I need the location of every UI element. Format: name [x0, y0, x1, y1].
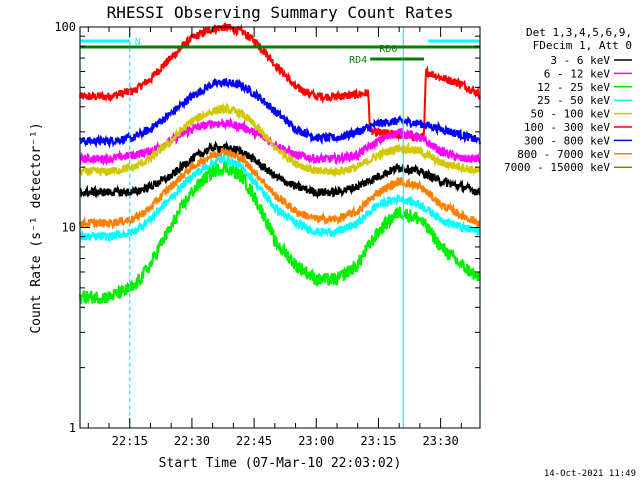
state-bar-label: RD0 [379, 44, 397, 55]
legend-entry-label: 12 - 25 keV [537, 81, 610, 94]
series-line [79, 22, 481, 142]
legend-entry-label: 25 - 50 keV [537, 94, 610, 107]
state-bars-layer: N RD0 RD4 [80, 37, 480, 66]
legend-header: Det 1,3,4,5,6,9, [526, 26, 632, 39]
legend-entry-label: 800 - 7000 keV [517, 148, 610, 161]
series-line [79, 146, 481, 230]
legend-entry-label: 100 - 300 keV [524, 121, 610, 134]
series-line [79, 161, 481, 305]
y-tick-label: 10 [62, 221, 76, 235]
state-bar-label: N [135, 37, 141, 48]
state-bar-label: RD4 [349, 55, 367, 66]
series-layer [79, 22, 481, 305]
series-line [79, 101, 481, 178]
x-tick-label: 22:30 [174, 434, 210, 448]
axes-layer: 1 10 100 22:15 22:30 22:45 23:00 23:15 23:30 [54, 20, 480, 448]
legend-entry-label: 50 - 100 keV [531, 108, 611, 121]
x-axis-label: Start Time (07-Mar-10 22:03:02) [159, 456, 402, 471]
y-axis-label: Count Rate (s⁻¹ detector⁻¹) [29, 122, 44, 333]
series-line [79, 77, 481, 149]
y-tick-label: 1 [69, 421, 76, 435]
series-line [79, 140, 481, 200]
x-tick-label: 23:15 [360, 434, 396, 448]
legend-entry-label: 6 - 12 keV [544, 67, 611, 80]
legend-entry-label: 300 - 800 keV [524, 134, 610, 147]
x-tick-label: 23:00 [298, 434, 334, 448]
legend-header: FDecim 1, Att 0 [533, 39, 632, 52]
legend-entry-label: 7000 - 15000 keV [504, 161, 610, 174]
x-tick-label: 23:30 [423, 434, 459, 448]
y-tick-label: 100 [54, 20, 76, 34]
x-tick-label: 22:45 [236, 434, 272, 448]
x-tick-label: 22:15 [112, 434, 148, 448]
legend: Det 1,3,4,5,6,9,FDecim 1, Att 0 3 - 6 keV… [504, 26, 632, 174]
series-line [79, 152, 481, 243]
legend-entry-label: 3 - 6 keV [550, 54, 610, 67]
series-line [79, 116, 481, 167]
chart-title: RHESSI Observing Summary Count Rates [107, 3, 454, 22]
timestamp: 14-Oct-2021 11:49 [544, 469, 636, 479]
